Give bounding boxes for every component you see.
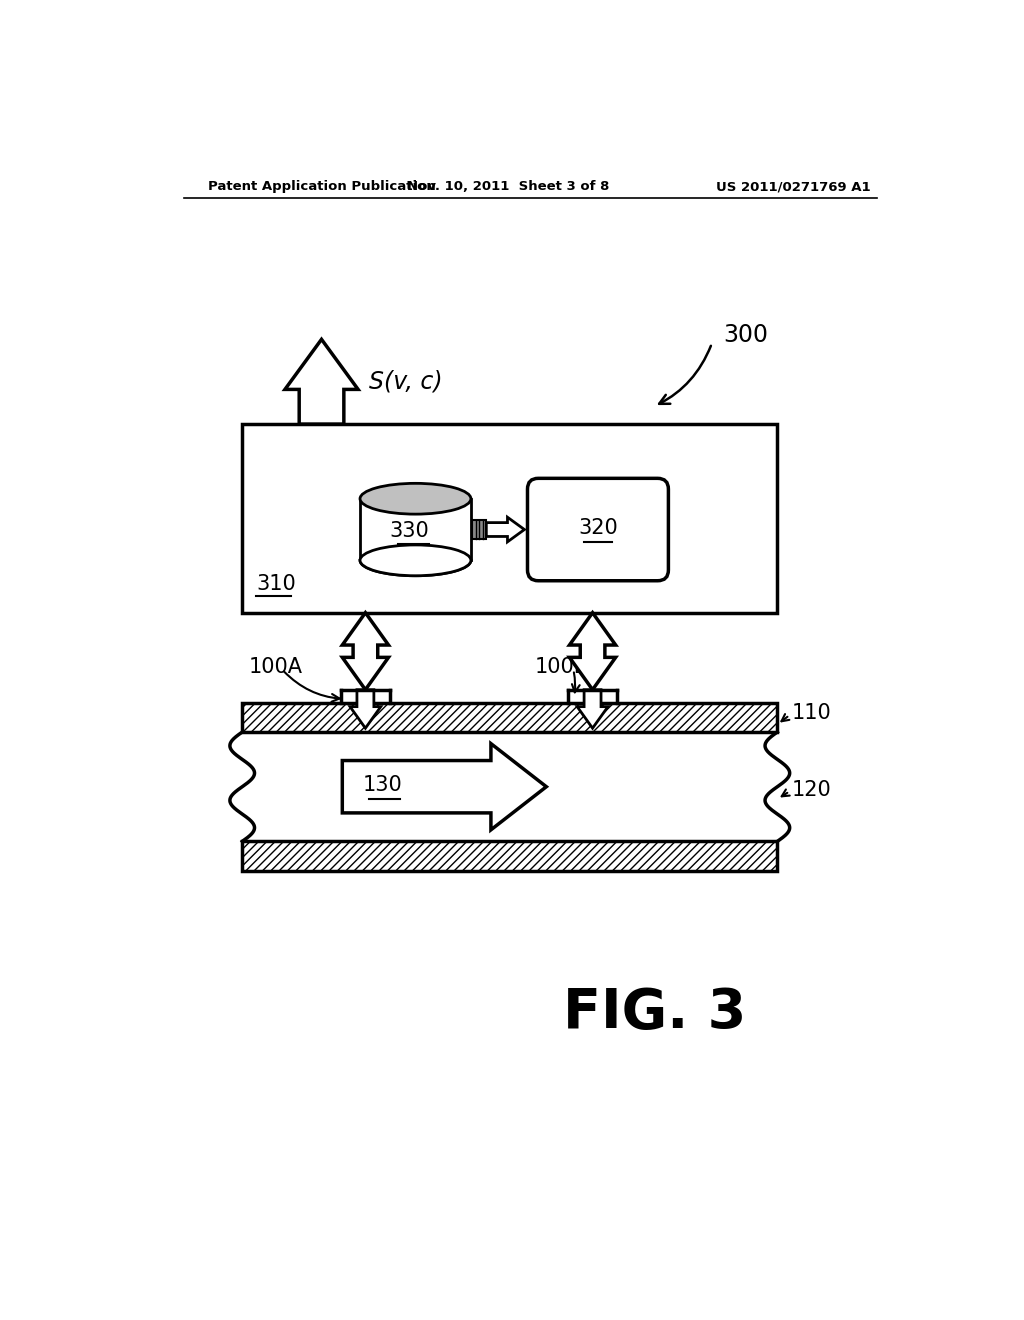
Text: 310: 310 xyxy=(256,574,296,594)
Polygon shape xyxy=(342,612,388,689)
Polygon shape xyxy=(285,339,358,424)
Bar xyxy=(360,499,471,561)
Text: 330: 330 xyxy=(389,521,429,541)
Text: FIG. 3: FIG. 3 xyxy=(562,986,745,1040)
Ellipse shape xyxy=(360,545,471,576)
Text: 100B: 100B xyxy=(535,656,589,677)
Text: 320: 320 xyxy=(579,517,617,539)
Polygon shape xyxy=(578,689,608,729)
FancyArrowPatch shape xyxy=(659,346,711,404)
Text: Nov. 10, 2011  Sheet 3 of 8: Nov. 10, 2011 Sheet 3 of 8 xyxy=(407,181,609,194)
Text: 100A: 100A xyxy=(249,656,302,677)
Text: 300: 300 xyxy=(724,323,768,347)
FancyArrowPatch shape xyxy=(781,714,790,721)
FancyArrowPatch shape xyxy=(285,672,340,702)
Polygon shape xyxy=(486,517,524,543)
Bar xyxy=(472,520,486,539)
Bar xyxy=(243,702,777,733)
Text: Patent Application Publication: Patent Application Publication xyxy=(208,181,435,194)
Text: 130: 130 xyxy=(362,775,402,795)
Bar xyxy=(243,424,777,612)
Polygon shape xyxy=(569,612,615,689)
Polygon shape xyxy=(342,743,547,830)
FancyArrowPatch shape xyxy=(781,789,790,796)
Polygon shape xyxy=(350,689,381,729)
Text: S(v, c): S(v, c) xyxy=(370,370,443,393)
FancyBboxPatch shape xyxy=(527,478,669,581)
Text: 120: 120 xyxy=(792,780,830,800)
Text: 110: 110 xyxy=(792,702,830,723)
Bar xyxy=(243,841,777,871)
Ellipse shape xyxy=(360,483,471,513)
FancyArrowPatch shape xyxy=(572,672,580,693)
Text: US 2011/0271769 A1: US 2011/0271769 A1 xyxy=(716,181,870,194)
